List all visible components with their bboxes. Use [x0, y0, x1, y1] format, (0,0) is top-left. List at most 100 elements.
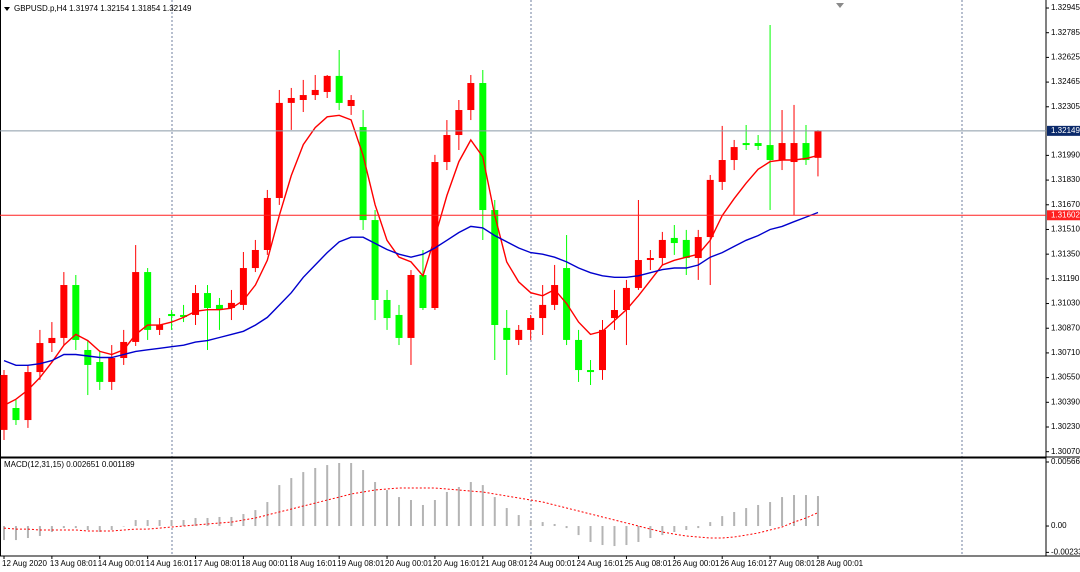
- macd-bar: [266, 502, 269, 527]
- macd-bar: [206, 517, 209, 527]
- candle-body: [203, 293, 211, 309]
- candle-body: [108, 358, 116, 382]
- macd-bar: [589, 526, 592, 542]
- macd-bar: [757, 504, 760, 527]
- macd-bar: [182, 520, 185, 527]
- candle-body: [60, 285, 68, 338]
- candle-body: [96, 362, 104, 382]
- x-tick-label: 17 Aug 08:01: [194, 559, 242, 568]
- candle-body: [587, 370, 595, 373]
- candle-body: [646, 258, 654, 261]
- price-label: 1.32149: [1051, 126, 1080, 135]
- candle-body: [36, 343, 44, 373]
- candle-body: [287, 97, 295, 103]
- macd-bar: [421, 504, 424, 527]
- macd-bar: [170, 520, 173, 527]
- macd-bar: [625, 526, 628, 546]
- macd-bar: [3, 526, 5, 541]
- candle-body: [156, 324, 164, 330]
- macd-bar: [14, 526, 17, 541]
- candle-body: [706, 179, 714, 238]
- candle-body: [144, 272, 152, 330]
- macd-bar: [733, 511, 736, 527]
- candle-body: [407, 274, 415, 338]
- macd-bar: [290, 478, 293, 527]
- candle-body: [371, 220, 379, 300]
- macd-bar: [816, 496, 819, 527]
- candle-body: [12, 408, 20, 421]
- y-tick-label: 1.30550: [1051, 373, 1080, 382]
- y-tick-label: 1.30070: [1051, 447, 1080, 456]
- macd-bar: [661, 526, 664, 536]
- candle-body: [323, 75, 331, 92]
- macd-bar: [649, 526, 652, 539]
- candle-body: [802, 143, 810, 161]
- x-tick-label: 19 Aug 08:01: [337, 559, 385, 568]
- macd-bar: [350, 463, 353, 527]
- y-tick-label: 1.32945: [1051, 3, 1080, 12]
- macd-bar: [793, 495, 796, 527]
- menu-arrow[interactable]: [4, 7, 10, 11]
- macd-bar: [110, 526, 113, 530]
- x-tick-label: 18 Aug 16:01: [289, 559, 337, 568]
- macd-bar: [673, 526, 676, 533]
- candle-body: [790, 143, 798, 163]
- macd-bar: [709, 522, 712, 527]
- candle-body: [575, 339, 583, 371]
- x-tick-label: 14 Aug 00:01: [98, 559, 146, 568]
- price-label-box: [1047, 125, 1080, 136]
- y-tick-label: 1.30230: [1051, 422, 1080, 431]
- x-tick-label: 12 Aug 2020: [2, 559, 47, 568]
- macd-bar: [517, 515, 520, 527]
- candle-body: [467, 83, 475, 111]
- macd-bar: [362, 470, 365, 527]
- y-tick-label: 1.30390: [1051, 397, 1080, 406]
- macd-bar: [685, 526, 688, 530]
- candle-body: [24, 372, 32, 421]
- shift-marker[interactable]: [836, 3, 844, 8]
- candle-body: [754, 143, 762, 146]
- macd-bar: [398, 497, 401, 527]
- candle-body: [551, 285, 559, 305]
- x-tick-label: 14 Aug 16:01: [146, 559, 194, 568]
- macd-bar: [134, 520, 137, 527]
- chart-title: GBPUSD.p,H4 1.31974 1.32154 1.31854 1.32…: [14, 4, 192, 13]
- indicator-title: MACD(12,31,15) 0.002651 0.001189: [4, 460, 135, 469]
- x-tick-label: 24 Aug 00:01: [529, 559, 577, 568]
- macd-bar: [374, 482, 377, 527]
- candle-body: [658, 239, 666, 259]
- candle-body: [335, 75, 343, 103]
- candle-body: [48, 337, 56, 344]
- candle-body: [395, 314, 403, 338]
- candle-body: [359, 126, 367, 221]
- candle-body: [84, 349, 92, 365]
- macd-bar: [338, 463, 341, 527]
- candle-body: [622, 287, 630, 311]
- price-label-box: [1047, 210, 1080, 221]
- candle-body: [503, 327, 511, 340]
- x-tick-label: 18 Aug 00:01: [241, 559, 289, 568]
- candle-body: [0, 374, 8, 430]
- price-label: 1.31602: [1051, 210, 1080, 219]
- macd-bar: [302, 472, 305, 527]
- y-tick-label: 1.31190: [1051, 274, 1080, 283]
- candle-body: [299, 95, 307, 100]
- macd-bar: [457, 486, 460, 527]
- macd-bar: [314, 467, 317, 527]
- macd-bar: [26, 526, 29, 539]
- y-tick-label: 0.00: [1051, 521, 1067, 530]
- macd-bar: [804, 495, 807, 527]
- y-tick-label: 1.31670: [1051, 200, 1080, 209]
- y-tick-label: 1.31510: [1051, 225, 1080, 234]
- macd-bar: [50, 526, 53, 533]
- candle-body: [718, 160, 726, 182]
- candle-body: [778, 143, 786, 161]
- candle-body: [132, 272, 140, 342]
- candle-body: [311, 89, 319, 96]
- x-tick-label: 20 Aug 16:01: [433, 559, 481, 568]
- macd-bar: [409, 500, 412, 527]
- candle-body: [215, 304, 223, 311]
- macd-bar: [469, 482, 472, 527]
- candle-body: [239, 268, 247, 305]
